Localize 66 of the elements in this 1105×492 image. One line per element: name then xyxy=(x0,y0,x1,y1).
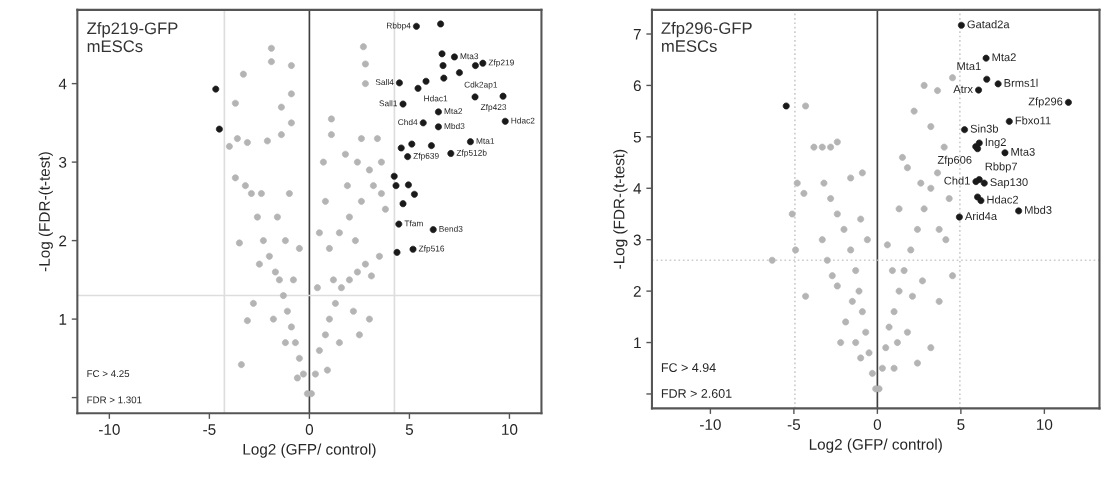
annotation: Sall1 xyxy=(379,100,398,107)
annotation: Ing2 xyxy=(985,138,1006,149)
x-tick-label: -5 xyxy=(787,419,801,430)
annotation: Mbd3 xyxy=(444,122,465,130)
annotation: Chd4 xyxy=(398,118,418,126)
x-tick-label: 5 xyxy=(957,419,965,430)
y-tick-label: 1 xyxy=(59,314,67,325)
annotation: FDR > 1.301 xyxy=(87,396,142,404)
x-tick-label: 10 xyxy=(502,424,518,435)
annotation: Zfp606 xyxy=(937,155,972,166)
annotation: Hdac1 xyxy=(424,95,448,102)
x-tick-label: 0 xyxy=(305,424,314,435)
annotation: Hdac2 xyxy=(511,117,535,124)
y-tick-label: 3 xyxy=(633,234,641,246)
annotation: Mta2 xyxy=(992,53,1016,62)
annotation: Sall4 xyxy=(375,78,394,86)
x-tick-label: -10 xyxy=(99,424,120,435)
x-axis-title: Log2 (GFP/ control) xyxy=(243,443,376,458)
annotation: Mta2 xyxy=(444,108,463,115)
y-tick-label: 5 xyxy=(633,131,641,143)
y-axis-title: -Log (FDR-(t-test) xyxy=(613,149,628,269)
x-axis-title: Log2 (GFP/ control) xyxy=(809,438,942,453)
annotation: FDR > 2.601 xyxy=(661,389,732,398)
annotation: Zfp639 xyxy=(413,152,439,161)
text: Zfp296-GFP mESCs xyxy=(661,21,752,52)
y-axis-title: -Log (FDR-(t-test) xyxy=(38,152,53,272)
x-tick-label: 5 xyxy=(405,424,414,435)
annotation: Mta1 xyxy=(476,138,495,144)
annotation: Zfp296 xyxy=(1028,97,1063,108)
annotation: Mbd3 xyxy=(1025,205,1052,214)
y-tick-label: 4 xyxy=(633,183,642,194)
annotation: Cdk2ap1 xyxy=(464,81,498,90)
annotation: Zfp219 xyxy=(488,59,514,68)
annotation: Zfp512b xyxy=(456,149,487,158)
y-tick-label: 7 xyxy=(633,29,641,40)
y-tick-label: 4 xyxy=(58,78,67,90)
y-tick-label: 2 xyxy=(59,235,67,247)
annotation: Tfam xyxy=(404,220,423,227)
annotation: FC > 4.94 xyxy=(661,363,716,373)
y-tick-label: 2 xyxy=(633,285,641,297)
annotation: Mta3 xyxy=(460,53,479,60)
y-tick-label: 3 xyxy=(59,156,67,168)
annotation: Sap130 xyxy=(990,178,1028,189)
x-tick-label: 10 xyxy=(1037,419,1053,430)
y-tick-label: 1 xyxy=(634,337,641,349)
x-tick-label: -5 xyxy=(203,424,216,435)
annotation: Zfp516 xyxy=(418,245,445,254)
x-tick-label: -10 xyxy=(700,419,721,430)
annotation: Zfp423 xyxy=(480,103,507,112)
text: Zfp219-GFP mESCs xyxy=(87,21,178,53)
annotation: Mta3 xyxy=(1011,147,1035,156)
annotation: FC > 4.25 xyxy=(87,370,130,378)
annotation: Gatad2a xyxy=(967,20,1010,29)
annotation: Hdac2 xyxy=(987,195,1019,204)
annotation: Atrx xyxy=(953,85,973,94)
annotation: Sin3b xyxy=(970,124,999,133)
annotation: Rbbp4 xyxy=(387,22,411,31)
annotation: Bend3 xyxy=(439,225,463,232)
annotation: Rbbp7 xyxy=(985,162,1017,173)
annotation: Fbxo11 xyxy=(1015,116,1051,125)
annotation: Brms1l xyxy=(1004,78,1038,87)
y-tick-label: 6 xyxy=(633,80,641,92)
x-tick-label: 0 xyxy=(873,419,882,430)
annotation: Chd1 xyxy=(944,176,970,185)
annotation: Arid4a xyxy=(964,211,998,221)
annotation: Mta1 xyxy=(957,62,981,71)
